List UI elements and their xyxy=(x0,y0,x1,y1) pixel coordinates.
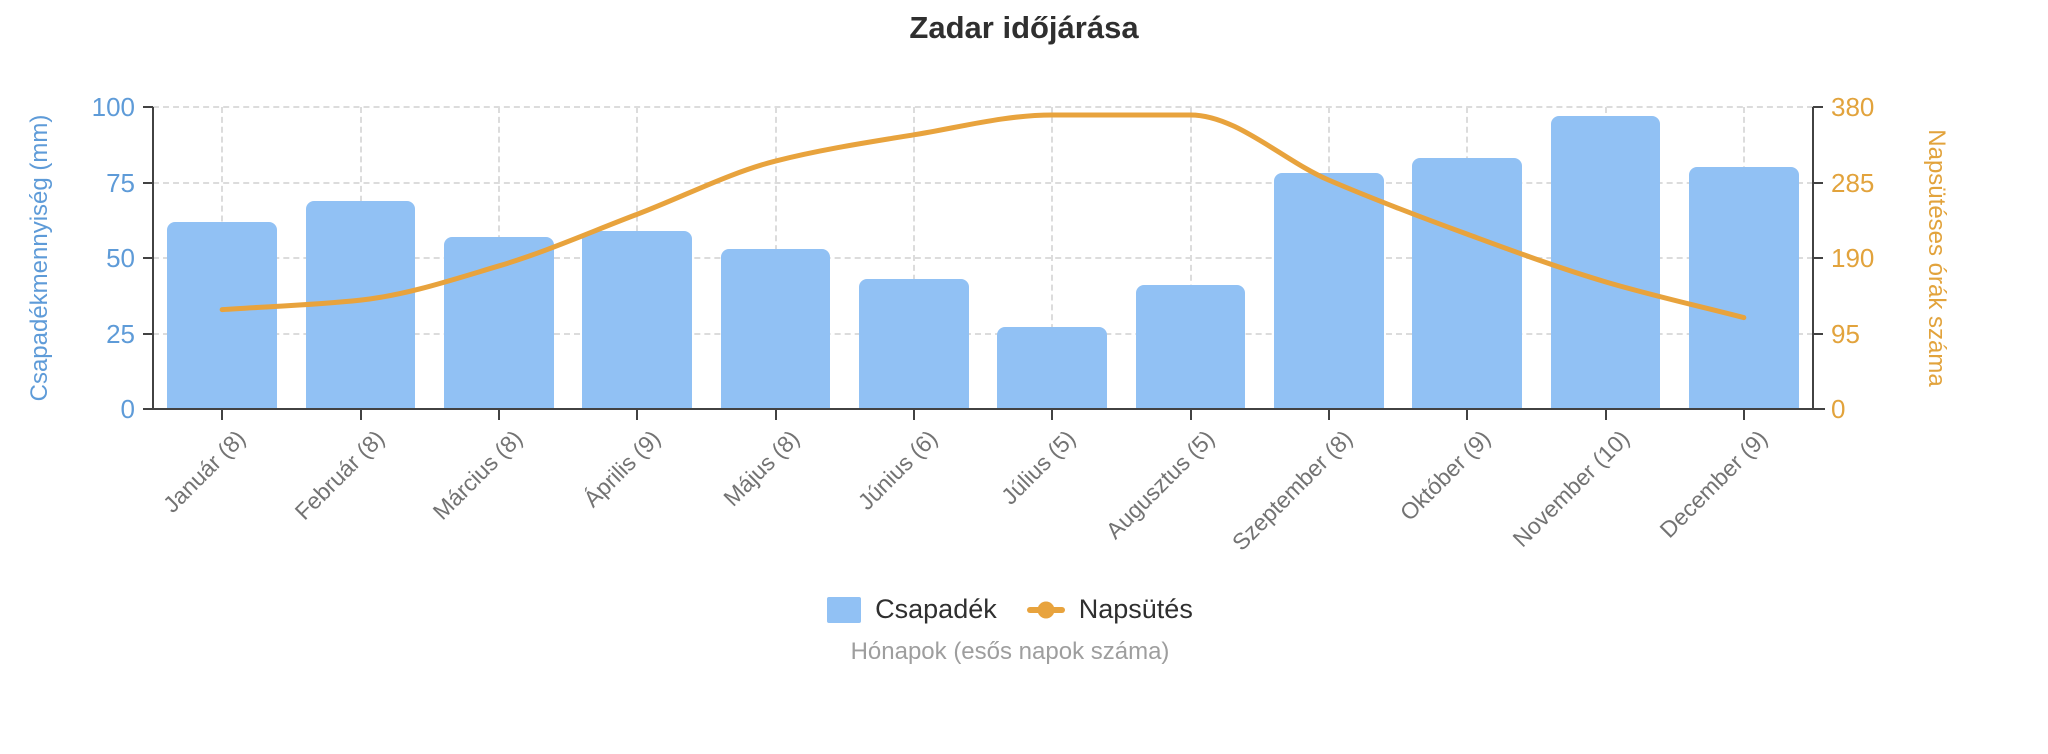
x-tick-5 xyxy=(912,410,915,420)
chart-title: Zadar időjárása xyxy=(909,10,1139,45)
y-left-label-75: 75 xyxy=(106,167,135,198)
x-label-11: December (9) xyxy=(1654,425,1773,543)
bar-2 xyxy=(443,236,554,409)
bar-9 xyxy=(1412,158,1523,409)
sunshine-legend-marker xyxy=(1026,601,1065,618)
x-tick-3 xyxy=(636,410,639,420)
x-label-8: Szeptember (8) xyxy=(1226,425,1358,556)
y-left-label-25: 25 xyxy=(106,318,135,349)
y-right-label-95: 95 xyxy=(1831,318,1860,349)
x-label-3: Április (9) xyxy=(578,425,666,513)
y-right-label-0: 0 xyxy=(1831,394,1846,424)
bar-3 xyxy=(582,230,693,409)
h-gridline-25 xyxy=(153,332,1813,335)
bar-7 xyxy=(1135,285,1246,409)
x-label-7: Augusztus (5) xyxy=(1100,425,1219,544)
legend-item-csapadek[interactable]: Csapadék xyxy=(827,594,997,625)
x-tick-9 xyxy=(1466,410,1469,420)
left-axis-title: Csapadékmennyiség (mm) xyxy=(26,114,53,402)
right-tick-380 xyxy=(1813,106,1823,108)
y-right-label-285: 285 xyxy=(1831,167,1875,198)
bar-1 xyxy=(305,200,416,409)
x-tick-0 xyxy=(221,410,224,420)
right-tick-190 xyxy=(1813,257,1823,259)
bar-8 xyxy=(1273,173,1384,409)
x-tick-6 xyxy=(1051,410,1054,420)
x-tick-2 xyxy=(497,410,500,420)
h-gridline-100 xyxy=(153,106,1813,108)
left-tick-0 xyxy=(143,408,153,410)
y-left-label-50: 50 xyxy=(106,243,135,273)
x-tick-1 xyxy=(359,410,362,420)
bar-6 xyxy=(997,327,1108,409)
bar-4 xyxy=(720,248,831,409)
legend: Csapadék Napsütés xyxy=(0,594,2020,625)
x-label-5: Június (6) xyxy=(852,425,943,515)
y-left-label-0: 0 xyxy=(120,394,135,424)
x-tick-10 xyxy=(1604,410,1607,420)
bar-5 xyxy=(858,279,969,409)
sunshine-legend-dot-icon xyxy=(1037,601,1055,618)
precipitation-legend-swatch xyxy=(827,596,862,623)
legend-item-napsutes[interactable]: Napsütés xyxy=(1026,594,1193,625)
left-tick-50 xyxy=(143,257,153,259)
bar-11 xyxy=(1688,167,1799,409)
left-axis-line xyxy=(152,107,154,409)
x-label-10: November (10) xyxy=(1507,425,1634,552)
x-label-4: Május (8) xyxy=(717,425,804,512)
x-tick-8 xyxy=(1327,410,1330,420)
right-tick-0 xyxy=(1813,408,1823,410)
right-tick-285 xyxy=(1813,181,1823,184)
left-tick-25 xyxy=(143,332,153,335)
right-tick-95 xyxy=(1813,332,1823,335)
bottom-axis-line xyxy=(143,408,1825,410)
bar-10 xyxy=(1550,116,1661,409)
y-right-label-380: 380 xyxy=(1831,92,1875,122)
right-axis-title: Napsütéses órák száma xyxy=(1923,129,1950,387)
legend-label-napsutes: Napsütés xyxy=(1078,594,1193,624)
left-tick-100 xyxy=(143,106,153,108)
x-tick-4 xyxy=(774,410,777,420)
x-label-6: Július (5) xyxy=(996,425,1081,510)
x-tick-11 xyxy=(1742,410,1745,420)
x-tick-7 xyxy=(1189,410,1192,420)
bar-0 xyxy=(167,221,278,409)
legend-label-csapadek: Csapadék xyxy=(875,594,997,624)
y-right-label-190: 190 xyxy=(1831,243,1875,273)
x-label-2: Március (8) xyxy=(427,425,528,525)
x-label-9: Október (9) xyxy=(1394,425,1496,526)
x-label-0: Január (8) xyxy=(158,425,251,518)
x-axis-caption: Hónapok (esős napok száma) xyxy=(850,638,1170,665)
x-label-1: Február (8) xyxy=(289,425,389,525)
left-tick-75 xyxy=(143,181,153,184)
y-left-label-100: 100 xyxy=(91,92,135,122)
